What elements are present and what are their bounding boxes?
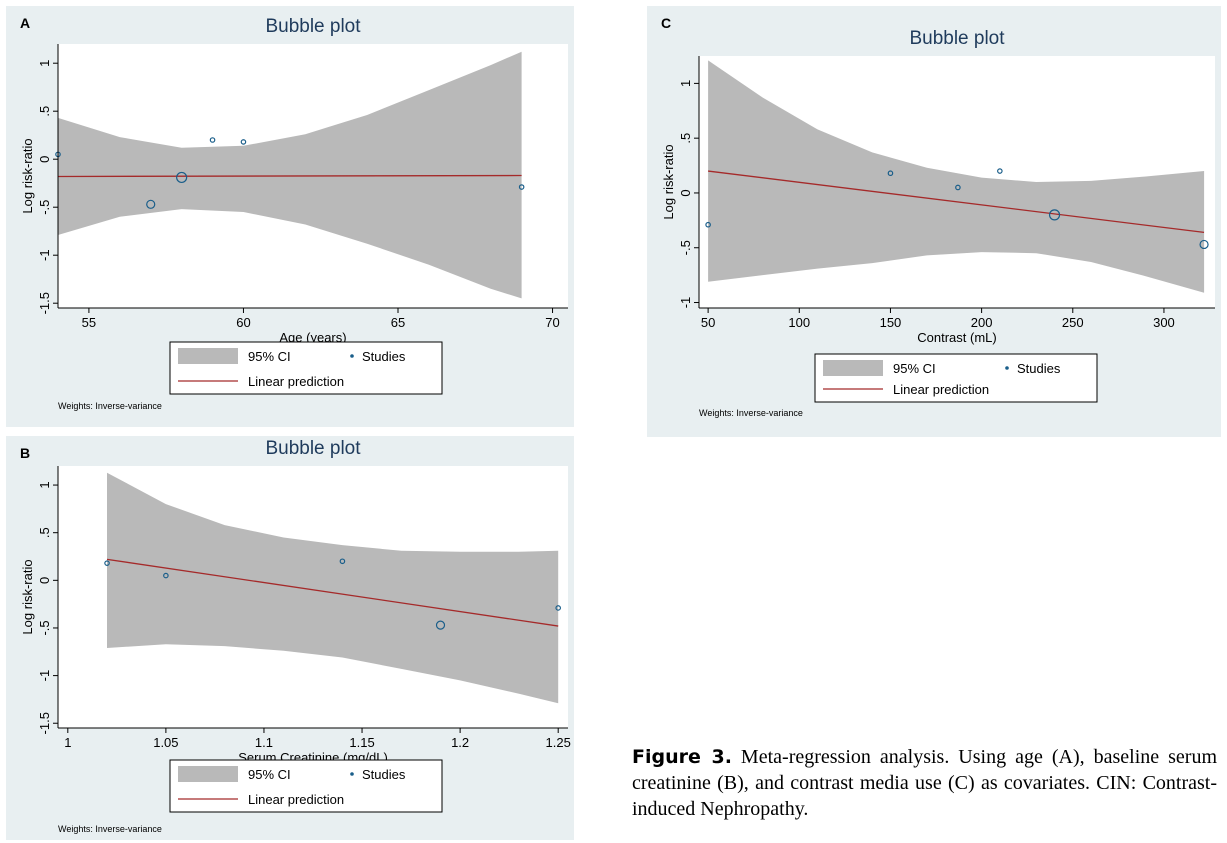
linear-prediction-line xyxy=(708,170,1205,234)
x-tick-label: 1.25 xyxy=(546,735,571,750)
study-point xyxy=(887,170,894,177)
chart-title: Bubble plot xyxy=(265,438,361,459)
study-point xyxy=(997,168,1003,174)
x-tick-label: 65 xyxy=(391,315,405,330)
chart-panel-a: A Bubble plot 55 60 65 70 1 .5 0 -.5 -1 -1.5 Age (ye… xyxy=(6,6,574,427)
study-point xyxy=(209,137,216,143)
legend-ci-swatch xyxy=(178,766,238,782)
x-axis-label: Contrast (mL) xyxy=(917,330,996,345)
legend-studies-marker xyxy=(350,354,354,358)
y-tick-label: -.5 xyxy=(37,200,52,215)
chart-title: Bubble plot xyxy=(265,16,361,37)
study-point xyxy=(518,184,525,190)
study-point xyxy=(1199,239,1209,250)
caption-text: Meta-regression analysis. Using age (A),… xyxy=(632,746,1217,820)
panel-letter: B xyxy=(20,445,30,461)
y-tick-label: .5 xyxy=(37,527,52,538)
y-tick-label: -1 xyxy=(678,297,693,309)
linear-prediction-line xyxy=(106,558,559,627)
legend-studies-label: Studies xyxy=(362,349,406,364)
y-axis-label: Log risk-ratio xyxy=(20,559,35,634)
legend-line-label: Linear prediction xyxy=(248,374,344,389)
ci-band xyxy=(708,60,1205,293)
panel-letter: C xyxy=(661,15,671,31)
y-tick-label: 0 xyxy=(37,156,52,163)
ci-band xyxy=(107,472,559,704)
x-tick-label: 1.05 xyxy=(153,735,178,750)
x-tick-label: 150 xyxy=(880,315,902,330)
chart-svg: A Bubble plot 55 60 65 70 1 .5 0 -.5 -1 -1.5 Age (ye… xyxy=(20,15,568,411)
weights-note: Weights: Inverse-variance xyxy=(58,824,162,834)
study-point xyxy=(339,558,346,565)
figure-caption: Figure 3. Meta-regression analysis. Usin… xyxy=(632,744,1217,822)
legend-line-label: Linear prediction xyxy=(893,382,989,397)
x-tick-label: 250 xyxy=(1062,315,1084,330)
x-axis-label: Age (years) xyxy=(279,330,346,345)
chart-title: Bubble plot xyxy=(909,28,1005,49)
y-tick-label: -1 xyxy=(37,249,52,261)
study-point xyxy=(435,620,446,630)
weights-note: Weights: Inverse-variance xyxy=(58,401,162,411)
study-point xyxy=(240,139,247,145)
y-tick-label: -.5 xyxy=(678,240,693,255)
y-tick-label: 0 xyxy=(678,189,693,196)
study-point xyxy=(555,605,561,611)
x-tick-label: 55 xyxy=(82,315,96,330)
panel-letter: A xyxy=(20,15,30,31)
x-tick-label: 1.1 xyxy=(255,735,273,750)
chart-panel-c: C Bubble plot 50 100 150 200 250 300 1 .5 0 -.5 -1 Co… xyxy=(647,6,1221,437)
y-tick-label: -1.5 xyxy=(37,292,52,314)
x-tick-label: 60 xyxy=(236,315,250,330)
legend-ci-swatch xyxy=(823,360,883,376)
y-tick-label: 1 xyxy=(37,481,52,488)
study-point xyxy=(176,171,188,184)
chart-svg: B Bubble plot 1 1.05 1.1 1.15 1.2 1.25 1 .5 0 -.5 -1… xyxy=(20,438,571,834)
y-tick-label: -1 xyxy=(37,670,52,682)
study-point xyxy=(163,572,169,579)
legend-studies-label: Studies xyxy=(1017,361,1061,376)
x-tick-label: 300 xyxy=(1153,315,1175,330)
y-tick-label: .5 xyxy=(678,133,693,144)
linear-prediction-line xyxy=(57,174,522,178)
legend-ci-swatch xyxy=(178,348,238,364)
y-tick-label: 0 xyxy=(37,577,52,584)
study-point xyxy=(1048,209,1061,221)
study-point xyxy=(955,184,961,191)
chart-svg: C Bubble plot 50 100 150 200 250 300 1 .5 0 -.5 -1 Co… xyxy=(661,15,1215,418)
x-tick-label: 70 xyxy=(545,315,559,330)
caption-label: Figure 3. xyxy=(632,746,732,768)
x-tick-label: 1 xyxy=(64,735,71,750)
legend-ci-label: 95% CI xyxy=(893,361,936,376)
legend-studies-marker xyxy=(350,772,354,776)
y-tick-label: 1 xyxy=(678,80,693,87)
legend-studies-marker xyxy=(1005,366,1009,370)
ci-band xyxy=(58,51,522,299)
weights-note: Weights: Inverse-variance xyxy=(699,408,803,418)
legend-studies-label: Studies xyxy=(362,767,406,782)
x-tick-label: 1.2 xyxy=(451,735,469,750)
y-tick-label: -.5 xyxy=(37,620,52,635)
legend-line-label: Linear prediction xyxy=(248,792,344,807)
y-tick-label: .5 xyxy=(37,106,52,117)
study-point xyxy=(705,221,711,228)
y-tick-label: 1 xyxy=(37,60,52,67)
x-tick-label: 1.15 xyxy=(349,735,374,750)
x-tick-label: 50 xyxy=(701,315,715,330)
chart-panel-b: B Bubble plot 1 1.05 1.1 1.15 1.2 1.25 1 .5 0 -.5 -1… xyxy=(6,436,574,840)
study-point xyxy=(146,199,156,209)
x-tick-label: 200 xyxy=(971,315,993,330)
y-axis-label: Log risk-ratio xyxy=(20,138,35,213)
y-tick-label: -1.5 xyxy=(37,712,52,734)
y-axis-label: Log risk-ratio xyxy=(661,144,676,219)
x-tick-label: 100 xyxy=(788,315,810,330)
legend-ci-label: 95% CI xyxy=(248,767,291,782)
legend-ci-label: 95% CI xyxy=(248,349,291,364)
study-point xyxy=(104,560,110,566)
